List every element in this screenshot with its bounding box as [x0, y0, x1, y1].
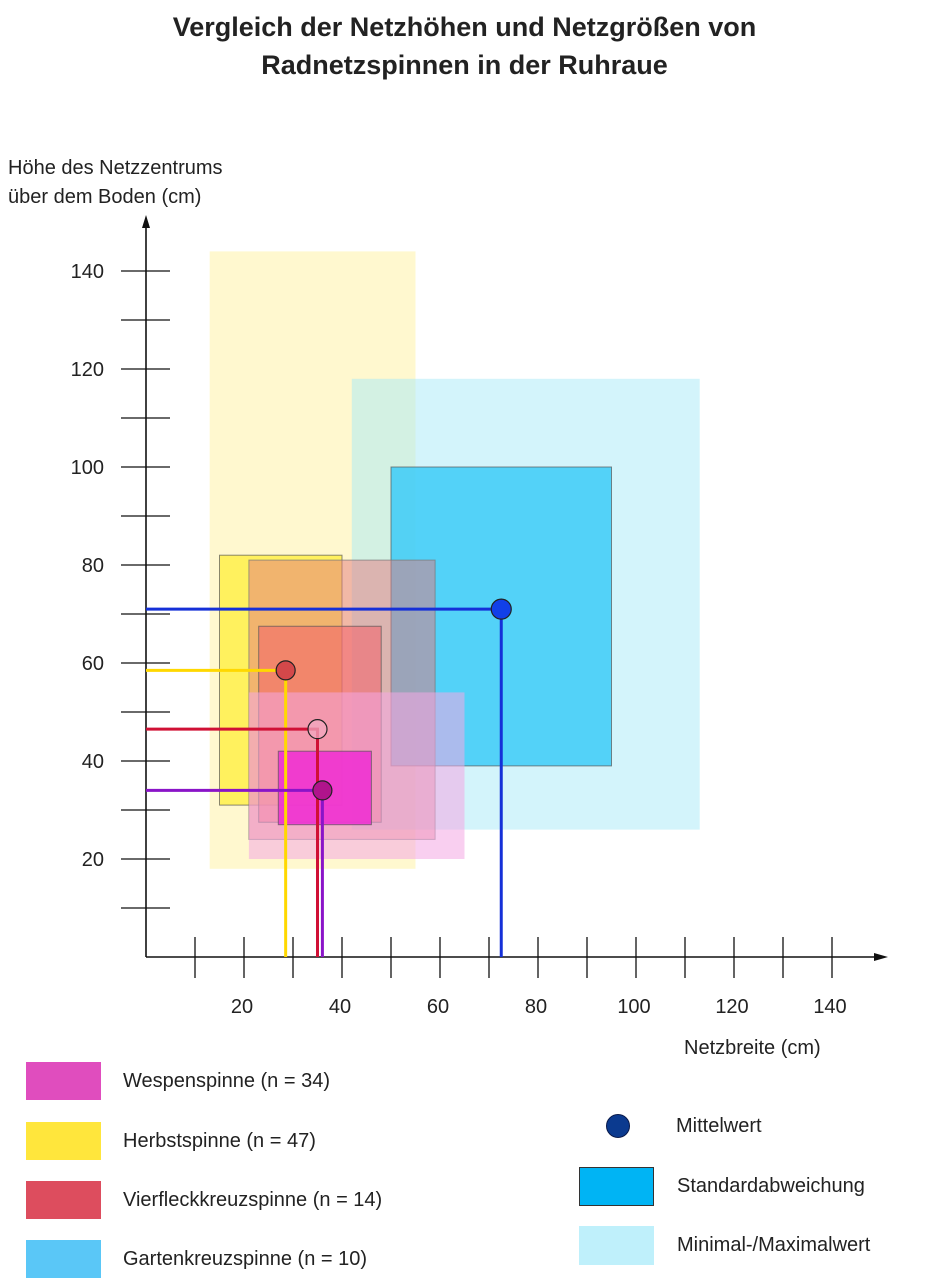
mean-point-vierfleckkreuzspinne [307, 719, 328, 740]
legend-item-standardabweichung: Standardabweichung [579, 1167, 865, 1206]
legend-swatch-wespenspinne [26, 1062, 101, 1100]
x-axis-arrow [874, 953, 888, 961]
legend-label-wespenspinne: Wespenspinne (n = 34) [123, 1069, 330, 1092]
y-tick-label-120: 120 [71, 359, 104, 381]
x-tick-label-100: 100 [617, 996, 650, 1018]
legend-label-minmax: Minimal-/Maximalwert [677, 1234, 871, 1256]
chart-title-line-1: Vergleich der Netzhöhen und Netzgrößen v… [172, 12, 757, 42]
legend-label-vierfleckkreuzspinne: Vierfleckkreuzspinne (n = 14) [123, 1188, 383, 1211]
x-axis-label: Netzbreite (cm) [684, 1037, 821, 1059]
x-tick-label-120: 120 [715, 996, 748, 1018]
legend-swatch-gartenkreuzspinne [26, 1240, 101, 1278]
mean-point-herbstspinne [275, 660, 296, 681]
y-tick-label-20: 20 [82, 849, 104, 871]
legend-label-herbstspinne: Herbstspinne (n = 47) [123, 1129, 316, 1152]
legend-swatch-vierfleckkreuzspinne [26, 1181, 101, 1219]
legend-swatch-herbstspinne [26, 1122, 101, 1160]
y-axis-arrow [142, 215, 150, 228]
y-axis-label-line-2: über dem Boden (cm) [8, 186, 202, 208]
mean-point-gartenkreuzspinne [490, 598, 512, 620]
x-tick-label-80: 80 [525, 996, 547, 1018]
legend-label-standardabweichung: Standardabweichung [677, 1175, 865, 1197]
y-tick-label-60: 60 [82, 653, 104, 675]
legend-item-vierfleckkreuzspinne: Vierfleckkreuzspinne (n = 14) [26, 1181, 382, 1219]
y-tick-label-40: 40 [82, 751, 104, 773]
legend-item-mittelwert: Mittelwert [606, 1114, 762, 1138]
x-tick-label-60: 60 [427, 996, 449, 1018]
y-tick-label-100: 100 [71, 457, 104, 479]
chart-title-line-2: Radnetzspinnen in der Ruhraue [261, 50, 668, 80]
legend-item-gartenkreuzspinne: Gartenkreuzspinne (n = 10) [26, 1240, 367, 1278]
legend-item-wespenspinne: Wespenspinne (n = 34) [26, 1062, 330, 1100]
legend-mean-dot [606, 1114, 630, 1138]
legend-item-herbstspinne: Herbstspinne (n = 47) [26, 1122, 316, 1160]
chart-title: Vergleich der Netzhöhen und Netzgrößen v… [0, 8, 929, 84]
legend-sd-swatch [579, 1167, 654, 1206]
y-axis-label: Höhe des Netzzentrums über dem Boden (cm… [8, 154, 223, 212]
legend-minmax-swatch [579, 1226, 654, 1265]
legend-label-gartenkreuzspinne: Gartenkreuzspinne (n = 10) [123, 1247, 368, 1270]
mean-point-wespenspinne [312, 780, 333, 801]
y-axis-label-line-1: Höhe des Netzzentrums [8, 157, 223, 179]
y-tick-label-140: 140 [71, 261, 104, 283]
legend-item-minmax: Minimal-/Maximalwert [579, 1226, 870, 1265]
y-tick-label-80: 80 [82, 555, 104, 577]
x-tick-label-20: 20 [231, 996, 253, 1018]
x-tick-label-40: 40 [329, 996, 351, 1018]
x-tick-label-140: 140 [813, 996, 846, 1018]
legend-label-mittelwert: Mittelwert [676, 1114, 762, 1137]
